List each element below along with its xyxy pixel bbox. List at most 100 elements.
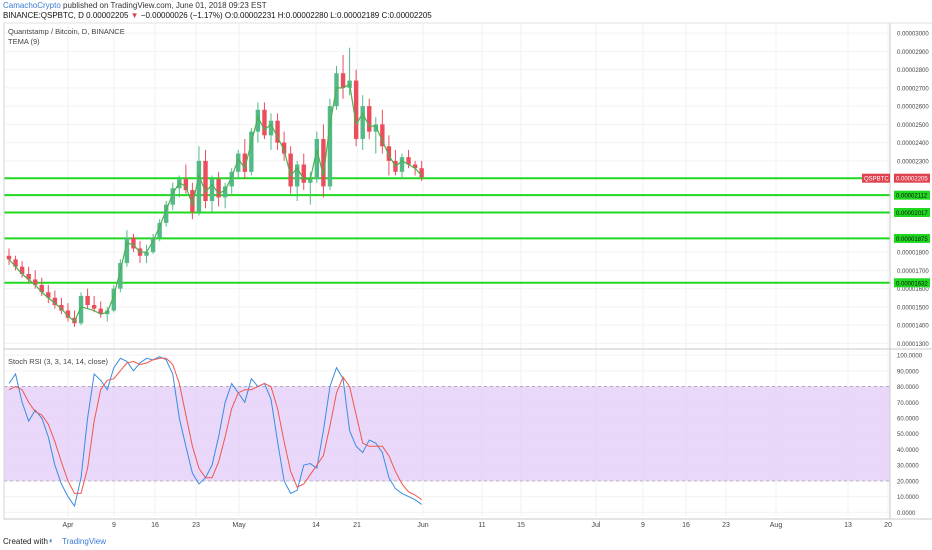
price-tag-label: 0.00002112 — [896, 194, 928, 200]
price-tag-label: 0.00001875 — [896, 237, 928, 243]
x-tick-label: 13 — [844, 522, 852, 529]
candle-body — [19, 266, 25, 275]
candle-body — [150, 237, 156, 253]
symbol-line: BINANCE:QSPBTC, D — [3, 11, 84, 20]
y-tick-label: 0.00001400 — [897, 324, 929, 330]
candle-body — [6, 255, 12, 260]
candle-body — [209, 179, 215, 202]
tradingview-logo-icon: ◐ — [49, 536, 54, 545]
price-tags: 0.00002205 0.00002112 0.00002017 0.00001875… — [862, 173, 930, 288]
x-tick-label: 21 — [353, 522, 361, 529]
tradingview-brand-link[interactable]: TradingView — [62, 537, 107, 546]
rsi-y-tick-label: 20.0000 — [897, 479, 919, 485]
candle-body — [406, 157, 411, 165]
candle-body — [353, 80, 359, 139]
last-value: 0.00002205 — [86, 11, 129, 20]
candle-body — [26, 274, 31, 280]
symbol-tag-box — [862, 173, 890, 183]
rsi-y-tick-label: 90.0000 — [897, 369, 919, 375]
y-tick-label: 0.00001300 — [897, 342, 929, 348]
x-tick-label: Apr — [63, 522, 75, 529]
y-tick-label: 0.00002400 — [897, 141, 929, 147]
candle-body — [183, 179, 189, 191]
change-value: −0.00000026 (−1.17%) — [140, 11, 223, 20]
x-tick-label: 16 — [151, 522, 159, 529]
x-tick-label: 20 — [884, 522, 892, 529]
publish-header: CamachoCrypto published on TradingView.c… — [3, 1, 267, 10]
rsi-y-tick-label: 80.0000 — [897, 385, 919, 391]
rsi-y-tick-label: 40.0000 — [897, 448, 919, 454]
change-arrow-icon: ▼ — [130, 11, 139, 20]
candle-body — [249, 131, 254, 172]
created-with-text: Created with — [3, 537, 48, 546]
candle-body — [288, 153, 293, 187]
y-tick-label: 0.00001600 — [897, 287, 929, 293]
candle-body — [242, 153, 247, 172]
y-tick-label: 0.00001800 — [897, 251, 929, 257]
price-tag-label: 0.00001632 — [896, 281, 928, 287]
x-tick-label: Jun — [417, 522, 428, 529]
footer: Created with ◐ TradingView — [0, 534, 932, 550]
candle-body — [65, 310, 71, 318]
rsi-y-tick-label: 10.0000 — [897, 495, 919, 501]
x-tick-label: 23 — [722, 522, 730, 529]
price-tag-box — [894, 278, 930, 288]
x-tick-label: Jul — [592, 522, 601, 529]
candle-body — [216, 179, 221, 198]
x-tick-label: 9 — [641, 522, 645, 529]
stoch-rsi-label[interactable]: Stoch RSI (3, 3, 14, 14, close) — [8, 357, 109, 366]
candle-body — [373, 124, 378, 132]
rsi-y-tick-label: 100.0000 — [897, 354, 923, 360]
tema-line — [8, 83, 423, 323]
candle-body — [380, 124, 385, 147]
candle-body — [164, 204, 169, 223]
price-tag-label: 0.00002017 — [896, 211, 928, 217]
y-tick-label: 0.00002800 — [897, 68, 929, 74]
candle-body — [412, 164, 418, 169]
symbol-tag-label: QSPBTC — [864, 177, 889, 183]
y-tick-label: 0.00001500 — [897, 305, 929, 311]
y-tick-label: 0.00002700 — [897, 86, 929, 92]
candle-body — [360, 106, 365, 139]
x-tick-label: 16 — [682, 522, 690, 529]
candle-body — [91, 305, 97, 309]
candle-body — [157, 222, 162, 238]
tema-indicator-label[interactable]: TEMA (9) — [8, 37, 40, 46]
candle-body — [268, 120, 274, 136]
candle-body — [124, 237, 130, 264]
rsi-y-tick-label: 60.0000 — [897, 417, 919, 423]
stoch-rsi-band — [4, 386, 890, 481]
author-link[interactable]: CamachoCrypto — [3, 1, 61, 10]
x-tick-label: 15 — [517, 522, 525, 529]
x-tick-label: 9 — [112, 522, 116, 529]
candle-body — [367, 106, 372, 132]
candle-body — [131, 237, 136, 249]
candle-body — [39, 284, 44, 293]
candle-body — [190, 190, 195, 212]
candlestick-series — [6, 47, 424, 327]
x-tick-label: 14 — [312, 522, 320, 529]
publish-info: published on TradingView.com, June 01, 2… — [63, 1, 267, 10]
candle-body — [275, 120, 280, 143]
main-chart-title: Quantstamp / Bitcoin, D, BINANCE — [8, 27, 125, 36]
rsi-y-tick-label: 0.0000 — [897, 511, 916, 517]
candle-body — [85, 295, 90, 306]
x-tick-label: 23 — [192, 522, 200, 529]
price-tag-box — [894, 190, 930, 200]
candle-body — [33, 279, 38, 285]
y-tick-label: 0.00003000 — [897, 32, 929, 38]
x-tick-label: May — [232, 522, 246, 529]
candle-body — [229, 171, 234, 187]
candle-body — [308, 179, 313, 183]
candle-body — [203, 160, 208, 202]
y-tick-label: 0.00001700 — [897, 269, 929, 275]
candle-body — [295, 164, 300, 187]
candle-body — [13, 259, 18, 267]
candle-body — [98, 308, 103, 315]
rsi-y-tick-label: 50.0000 — [897, 432, 919, 438]
candle-body — [59, 305, 64, 311]
price-tag-box — [894, 233, 930, 243]
candle-body — [262, 109, 267, 136]
stoch-rsi-lines — [8, 356, 422, 508]
